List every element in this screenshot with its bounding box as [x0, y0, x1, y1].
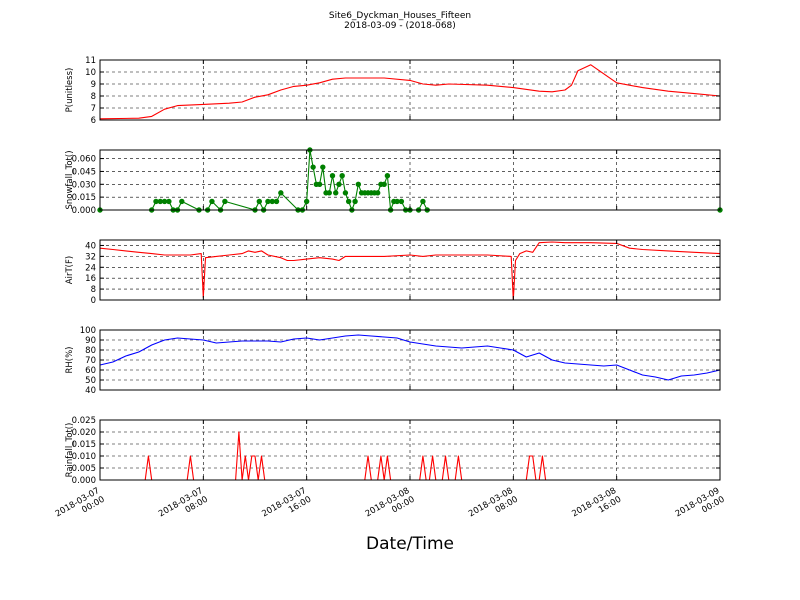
y-axis-label: AirT(F): [65, 256, 75, 284]
y-tick-label: 9: [91, 80, 96, 90]
data-point: [384, 173, 391, 179]
data-point: [157, 198, 163, 205]
x-tick-label: 2018-03-0900:00: [674, 486, 727, 528]
y-axis-label: P(unitless): [65, 68, 75, 113]
data-point: [303, 198, 310, 205]
data-point: [339, 173, 345, 179]
x-tick-label: 2018-03-0808:00: [467, 486, 520, 528]
data-point: [326, 190, 332, 196]
data-point: [222, 198, 228, 205]
y-tick-label: 7: [91, 104, 96, 114]
y-tick-label: 0.025: [72, 416, 96, 426]
y-axis-label: Rainfall_Tot(): [65, 423, 75, 478]
data-point: [269, 198, 275, 205]
data-point: [320, 164, 326, 170]
series-line-4: [99, 334, 721, 381]
data-point: [381, 181, 387, 187]
data-point: [352, 198, 358, 205]
data-point: [153, 198, 159, 205]
y-tick-label: 0.005: [72, 464, 96, 474]
y-tick-label: 80: [85, 346, 96, 356]
data-point: [179, 198, 185, 205]
data-point: [394, 198, 400, 205]
y-tick-label: 0: [91, 296, 96, 306]
y-tick-label: 100: [80, 326, 96, 336]
y-tick-label: 40: [85, 386, 96, 396]
data-point: [278, 190, 284, 196]
data-point: [265, 198, 271, 205]
data-point: [209, 198, 215, 205]
y-tick-label: 6: [91, 116, 96, 126]
x-tick-label: 2018-03-0800:00: [364, 486, 417, 528]
data-point: [375, 190, 381, 196]
y-tick-label: 8: [91, 285, 96, 295]
x-tick-label: 2018-03-0716:00: [260, 486, 313, 528]
data-point: [329, 173, 336, 179]
x-axis-label: Date/Time: [366, 534, 454, 554]
data-point: [316, 181, 323, 187]
y-tick-label: 10: [85, 68, 96, 78]
y-tick-label: 0.020: [72, 428, 96, 438]
series-line-1: [99, 64, 721, 120]
data-point: [336, 181, 342, 187]
data-point: [161, 198, 168, 205]
y-tick-label: 16: [85, 274, 96, 284]
y-tick-label: 0.060: [72, 155, 96, 165]
data-point: [333, 190, 339, 196]
y-tick-label: 0.010: [72, 452, 96, 462]
y-axis-label: Snowfall_Tot(): [65, 150, 75, 209]
data-point: [310, 164, 316, 170]
y-tick-label: 60: [85, 366, 96, 376]
data-point: [355, 181, 362, 187]
y-tick-label: 0.030: [72, 180, 96, 190]
x-tick-label: 2018-03-0816:00: [570, 486, 623, 528]
data-point: [256, 198, 263, 205]
y-tick-label: 70: [85, 356, 96, 366]
y-tick-label: 50: [85, 376, 96, 386]
chart-subtitle: 2018-03-09 - (2018-068): [344, 21, 456, 31]
y-tick-label: 0.045: [72, 167, 96, 177]
y-axis-label: RH(%): [65, 346, 75, 373]
data-point: [345, 198, 352, 205]
y-tick-label: 32: [85, 252, 96, 262]
y-tick-label: 24: [85, 263, 96, 273]
data-point: [166, 198, 172, 205]
y-tick-label: 40: [85, 241, 96, 251]
series-line-3: [99, 241, 721, 301]
y-tick-label: 11: [85, 56, 96, 66]
x-tick-label: 2018-03-0700:00: [54, 486, 107, 528]
x-tick-label: 2018-03-0708:00: [157, 486, 210, 528]
data-point: [273, 198, 280, 205]
y-tick-label: 8: [91, 92, 96, 102]
data-point: [420, 198, 426, 205]
y-tick-label: 0.000: [72, 206, 96, 216]
y-tick-label: 0.015: [72, 193, 96, 203]
y-tick-label: 0.000: [72, 476, 96, 486]
y-tick-label: 0.015: [72, 440, 96, 450]
chart-title: Site6_Dyckman_Houses_Fifteen: [328, 11, 472, 21]
data-point: [398, 198, 405, 205]
y-tick-label: 90: [85, 336, 96, 346]
data-point: [342, 190, 349, 196]
